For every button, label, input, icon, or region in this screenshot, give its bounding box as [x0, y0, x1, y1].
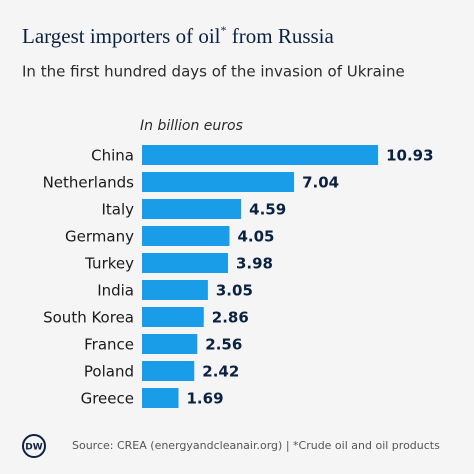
value-label: 4.05 — [237, 228, 274, 246]
category-label: Greece — [81, 390, 134, 408]
bar — [142, 199, 242, 219]
category-label: Poland — [84, 363, 134, 381]
category-label: France — [84, 336, 134, 354]
subtitle: In the first hundred days of the invasio… — [22, 63, 405, 81]
value-label: 4.59 — [249, 201, 286, 219]
category-label: Netherlands — [43, 174, 135, 192]
chart-title: Largest importers of oil* from Russia — [22, 23, 335, 48]
value-label: 2.56 — [205, 336, 242, 354]
bar — [142, 226, 230, 246]
value-label: 3.98 — [236, 255, 273, 273]
unit-label: In billion euros — [140, 118, 243, 134]
bar — [142, 172, 295, 192]
bar — [142, 361, 195, 381]
bar — [142, 388, 179, 408]
title-text: Largest importers of oil — [22, 24, 221, 48]
logo: DW — [25, 443, 42, 453]
category-label: Italy — [101, 201, 134, 219]
bar — [142, 280, 208, 300]
title-text: from Russia — [227, 24, 335, 48]
category-label: Germany — [65, 228, 134, 246]
category-label: India — [97, 282, 134, 300]
title-mark: * — [221, 23, 227, 37]
bar — [142, 307, 204, 327]
category-label: Turkey — [84, 255, 134, 273]
value-label: 1.69 — [187, 390, 224, 408]
bar — [142, 334, 198, 354]
category-label: South Korea — [43, 309, 134, 327]
value-label: 2.86 — [212, 309, 249, 327]
logo-ring — [22, 434, 46, 458]
source: Source: CREA (energyandcleanair.org) | *… — [72, 439, 440, 452]
value-label: 7.04 — [302, 174, 339, 192]
value-label: 3.05 — [216, 282, 253, 300]
value-label: 10.93 — [386, 147, 433, 165]
bar — [142, 145, 379, 165]
category-label: China — [91, 147, 134, 165]
bar — [142, 253, 228, 273]
value-label: 2.42 — [202, 363, 239, 381]
